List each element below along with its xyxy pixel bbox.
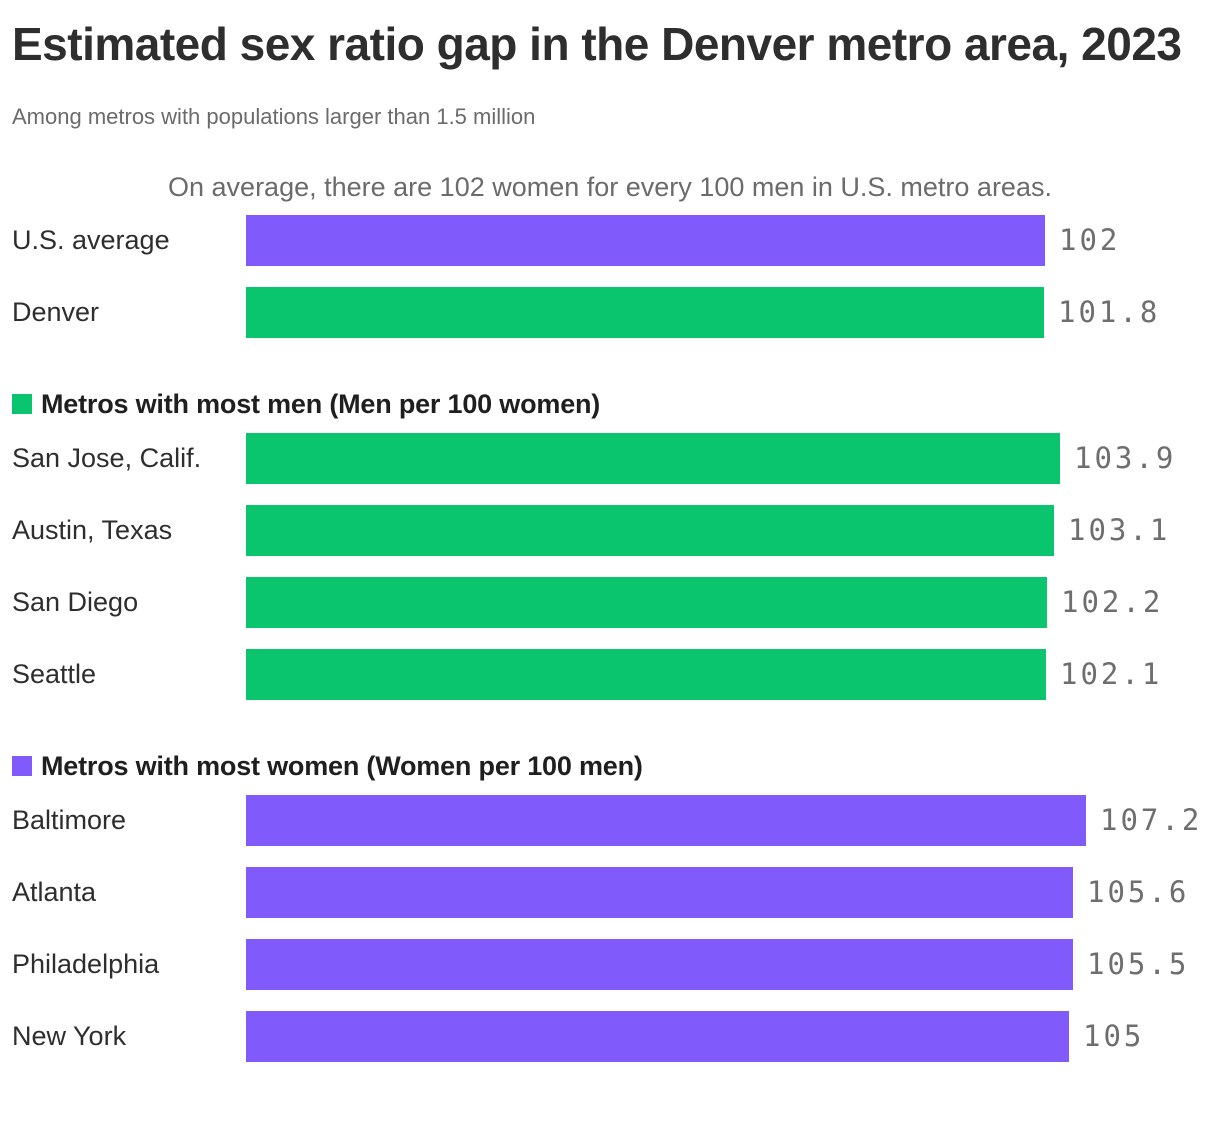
value-label: 102: [1059, 223, 1121, 258]
group-header-label: Metros with most men (Men per 100 women): [41, 388, 601, 419]
row-label: Baltimore: [12, 804, 127, 835]
page-title: Estimated sex ratio gap in the Denver me…: [12, 18, 1182, 70]
bar-row: Baltimore 107.2: [12, 794, 1208, 846]
bar-track: 101.8: [246, 286, 1208, 338]
legend-swatch-purple-icon: [12, 756, 32, 777]
row-label: U.S. average: [12, 224, 170, 255]
bar-row: New York 105: [12, 1010, 1208, 1062]
value-label: 107.2: [1100, 803, 1203, 838]
bar-track: 103.1: [246, 504, 1208, 556]
row-label: New York: [12, 1020, 127, 1051]
bar-track: 102: [246, 214, 1208, 266]
bar-track: 102.2: [246, 576, 1208, 628]
bar: [246, 432, 1060, 484]
chart-annotation: On average, there are 102 women for ever…: [168, 171, 1052, 202]
bar-track: 107.2: [246, 794, 1208, 846]
legend-swatch-green-icon: [12, 394, 32, 415]
bar-row: Atlanta 105.6: [12, 866, 1208, 918]
bar: [246, 1010, 1069, 1062]
bar-track: 102.1: [246, 648, 1208, 700]
row-label: Philadelphia: [12, 948, 160, 979]
bar-row: San Jose, Calif. 103.9: [12, 432, 1208, 484]
bar: [246, 648, 1046, 700]
row-label: San Diego: [12, 586, 139, 617]
value-label: 103.1: [1068, 513, 1171, 548]
row-label: Atlanta: [12, 876, 97, 907]
value-label: 105.5: [1087, 947, 1190, 982]
bar-track: 105.6: [246, 866, 1208, 918]
bar: [246, 214, 1045, 266]
bar: [246, 286, 1044, 338]
chart-card: Estimated sex ratio gap in the Denver me…: [12, 18, 1208, 1062]
bar-track: 105.5: [246, 938, 1208, 990]
bar-row: San Diego 102.2: [12, 576, 1208, 628]
value-label: 105: [1083, 1019, 1145, 1054]
bar: [246, 866, 1073, 918]
row-label: San Jose, Calif.: [12, 442, 202, 473]
row-label: Denver: [12, 296, 100, 327]
row-label: Austin, Texas: [12, 514, 173, 545]
bar-row: Denver 101.8: [12, 286, 1208, 338]
bar: [246, 504, 1054, 556]
bar: [246, 576, 1047, 628]
bar-row: Seattle 102.1: [12, 648, 1208, 700]
row-label: Seattle: [12, 658, 97, 689]
value-label: 101.8: [1058, 295, 1161, 330]
value-label: 103.9: [1074, 441, 1177, 476]
value-label: 105.6: [1087, 875, 1190, 910]
bar-row: Austin, Texas 103.1: [12, 504, 1208, 556]
bar: [246, 938, 1073, 990]
bar-row: U.S. average 102: [12, 214, 1208, 266]
group-header-label: Metros with most women (Women per 100 me…: [41, 750, 643, 781]
bar-chart: U.S. average 102 Denver 101.8 Metros with mo…: [12, 214, 1208, 1062]
bar-track: 103.9: [246, 432, 1208, 484]
group-header: Metros with most women (Women per 100 me…: [12, 751, 1208, 782]
value-label: 102.2: [1061, 585, 1164, 620]
bar: [246, 794, 1086, 846]
bar-track: 105: [246, 1010, 1208, 1062]
chart-subtitle: Among metros with populations larger tha…: [12, 103, 536, 129]
group-header: Metros with most men (Men per 100 women): [12, 389, 1208, 420]
value-label: 102.1: [1060, 657, 1163, 692]
bar-row: Philadelphia 105.5: [12, 938, 1208, 990]
